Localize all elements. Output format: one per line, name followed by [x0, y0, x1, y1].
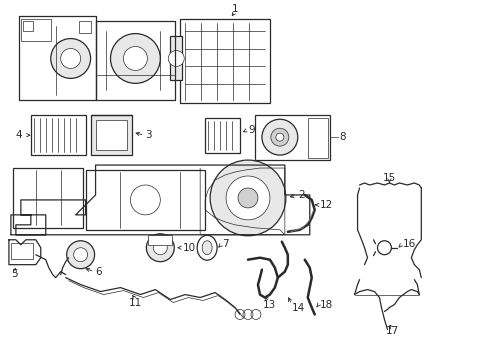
Bar [170, 36, 182, 80]
Text: 12: 12 [319, 200, 332, 210]
Bar [23, 21, 33, 31]
Text: 14: 14 [291, 302, 305, 312]
Text: 8: 8 [339, 132, 346, 142]
Circle shape [153, 241, 167, 255]
Text: 11: 11 [128, 297, 142, 307]
Text: 3: 3 [145, 130, 152, 140]
Text: 17: 17 [385, 327, 398, 336]
Bar [95, 120, 127, 150]
Bar [13, 168, 82, 228]
Bar [85, 170, 205, 230]
Circle shape [110, 33, 160, 84]
Bar [307, 118, 327, 158]
Circle shape [210, 160, 285, 236]
Circle shape [146, 234, 174, 262]
Circle shape [270, 128, 288, 146]
Circle shape [61, 49, 81, 68]
Bar [148, 235, 172, 245]
Bar [205, 118, 240, 153]
Bar [254, 115, 329, 160]
Text: 1: 1 [231, 4, 238, 14]
Circle shape [74, 248, 87, 262]
Bar [79, 21, 90, 32]
Circle shape [168, 50, 184, 67]
Text: 4: 4 [16, 130, 22, 140]
Bar [90, 115, 132, 155]
Text: 18: 18 [319, 300, 332, 310]
Circle shape [51, 39, 90, 78]
Circle shape [275, 133, 283, 141]
Circle shape [377, 241, 390, 255]
Text: 10: 10 [183, 243, 196, 253]
Circle shape [130, 185, 160, 215]
Circle shape [238, 188, 258, 208]
Circle shape [66, 241, 94, 269]
Text: 15: 15 [382, 173, 395, 183]
Bar [180, 19, 269, 103]
Text: 2: 2 [297, 190, 304, 200]
Text: 6: 6 [95, 267, 102, 276]
Bar [31, 115, 85, 155]
Text: 5: 5 [12, 269, 18, 279]
Bar [21, 19, 51, 41]
Text: 13: 13 [263, 300, 276, 310]
Circle shape [123, 46, 147, 71]
Text: 9: 9 [247, 125, 254, 135]
Text: 16: 16 [402, 239, 415, 249]
Bar [11, 243, 33, 259]
Text: 7: 7 [222, 239, 228, 249]
Circle shape [225, 176, 269, 220]
Ellipse shape [197, 235, 217, 260]
Circle shape [262, 119, 297, 155]
Ellipse shape [202, 241, 212, 255]
